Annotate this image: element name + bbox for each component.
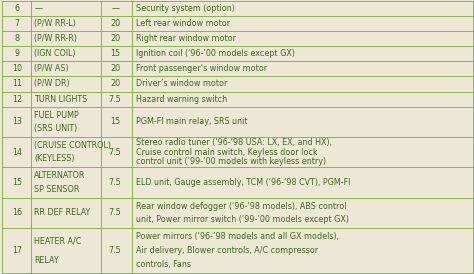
Text: Ignition coil (‘96-’00 models except GX): Ignition coil (‘96-’00 models except GX) [136, 49, 294, 58]
Text: Air delivery, Blower controls, A/C compressor: Air delivery, Blower controls, A/C compr… [136, 246, 318, 255]
Text: 13: 13 [12, 117, 22, 126]
Text: 16: 16 [12, 208, 22, 217]
Text: (SRS UNIT): (SRS UNIT) [34, 124, 77, 133]
Text: 20: 20 [110, 34, 120, 43]
Text: ELD unit, Gauge assembly, TCM (‘96-‘98 CVT), PGM-FI: ELD unit, Gauge assembly, TCM (‘96-‘98 C… [136, 178, 350, 187]
Text: —: — [111, 4, 119, 13]
Text: (P/W DR): (P/W DR) [34, 79, 70, 89]
Text: Hazard warning switch: Hazard warning switch [136, 95, 227, 104]
Text: SP SENSOR: SP SENSOR [34, 185, 80, 193]
Text: Front passenger’s window motor: Front passenger’s window motor [136, 64, 267, 73]
Text: 8: 8 [15, 34, 19, 43]
Text: 7.5: 7.5 [109, 178, 121, 187]
Text: RELAY: RELAY [34, 256, 59, 265]
Text: 7.5: 7.5 [109, 95, 121, 104]
Text: 7: 7 [15, 19, 19, 28]
Text: RR DEF RELAY: RR DEF RELAY [34, 208, 91, 217]
Text: 20: 20 [110, 64, 120, 73]
Text: TURN LIGHTS: TURN LIGHTS [34, 95, 87, 104]
Text: Rear window defogger (‘96-‘98 models), ABS control: Rear window defogger (‘96-‘98 models), A… [136, 202, 346, 211]
Text: 17: 17 [12, 246, 22, 255]
Text: 11: 11 [12, 79, 22, 89]
Text: 20: 20 [110, 19, 120, 28]
Text: Security system (option): Security system (option) [136, 4, 235, 13]
Text: 20: 20 [110, 79, 120, 89]
Text: Left rear window motor: Left rear window motor [136, 19, 230, 28]
Text: Stereo radio tuner (‘96-‘98 USA: LX, EX, and HX),: Stereo radio tuner (‘96-‘98 USA: LX, EX,… [136, 138, 332, 147]
Text: (IGN COIL): (IGN COIL) [34, 49, 76, 58]
Text: control unit (’99-’00 models with keyless entry): control unit (’99-’00 models with keyles… [136, 157, 326, 166]
Text: (CRUISE CONTROL): (CRUISE CONTROL) [34, 141, 111, 150]
Text: ALTERNATOR: ALTERNATOR [34, 172, 85, 180]
Text: 7.5: 7.5 [109, 148, 121, 157]
Text: (KEYLESS): (KEYLESS) [34, 154, 75, 163]
Text: (P/W AS): (P/W AS) [34, 64, 69, 73]
Text: (P/W RR-R): (P/W RR-R) [34, 34, 77, 43]
Text: unit, Power mirror switch (’99-’00 models except GX): unit, Power mirror switch (’99-’00 model… [136, 215, 348, 224]
Text: 6: 6 [15, 4, 19, 13]
Text: FUEL PUMP: FUEL PUMP [34, 111, 79, 120]
Text: Cruise control main switch, Keyless door lock: Cruise control main switch, Keyless door… [136, 148, 317, 157]
Text: 7.5: 7.5 [109, 208, 121, 217]
Text: 7.5: 7.5 [109, 246, 121, 255]
Text: Power mirrors (‘96-’98 models and all GX models),: Power mirrors (‘96-’98 models and all GX… [136, 232, 338, 241]
Text: 9: 9 [15, 49, 19, 58]
Text: —: — [34, 4, 42, 13]
Text: (P/W RR-L): (P/W RR-L) [34, 19, 76, 28]
Text: Driver’s window motor: Driver’s window motor [136, 79, 227, 89]
Text: 10: 10 [12, 64, 22, 73]
Text: controls, Fans: controls, Fans [136, 260, 191, 269]
Text: Right rear window motor: Right rear window motor [136, 34, 236, 43]
Text: 14: 14 [12, 148, 22, 157]
Text: 15: 15 [110, 117, 120, 126]
Text: 12: 12 [12, 95, 22, 104]
Text: PGM-FI main relay, SRS unit: PGM-FI main relay, SRS unit [136, 117, 247, 126]
Text: 15: 15 [110, 49, 120, 58]
Text: 15: 15 [12, 178, 22, 187]
Text: HEATER A/C: HEATER A/C [34, 236, 82, 245]
